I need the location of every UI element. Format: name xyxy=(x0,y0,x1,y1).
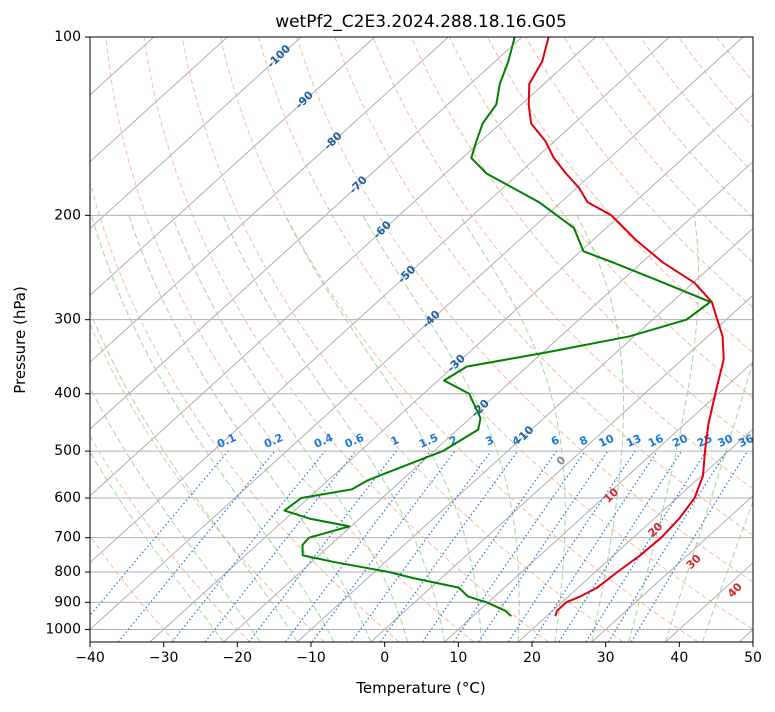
y-tick-label: 600 xyxy=(54,490,81,506)
x-tick-label: 10 xyxy=(449,650,467,666)
x-tick-label: 50 xyxy=(744,650,762,666)
y-tick-label: 100 xyxy=(54,29,81,45)
x-tick-label: 20 xyxy=(523,650,541,666)
chart-title: wetPf2_C2E3.2024.288.18.16.G05 xyxy=(275,12,567,32)
y-tick-label: 700 xyxy=(54,530,81,546)
y-tick-label: 300 xyxy=(54,312,81,328)
x-axis-label: Temperature (°C) xyxy=(355,679,485,697)
x-tick-label: 0 xyxy=(380,650,389,666)
y-tick-label: 900 xyxy=(54,594,81,610)
y-axis-label: Pressure (hPa) xyxy=(11,286,29,394)
x-tick-label: −20 xyxy=(223,650,253,666)
x-tick-label: −10 xyxy=(296,650,326,666)
y-tick-label: 800 xyxy=(54,564,81,580)
y-tick-label: 1000 xyxy=(45,621,81,637)
x-tick-label: 30 xyxy=(597,650,615,666)
x-tick-label: −30 xyxy=(149,650,179,666)
y-tick-label: 500 xyxy=(54,443,81,459)
y-tick-label: 400 xyxy=(54,386,81,402)
y-tick-label: 200 xyxy=(54,207,81,223)
x-tick-label: 40 xyxy=(670,650,688,666)
x-tick-label: −40 xyxy=(75,650,105,666)
